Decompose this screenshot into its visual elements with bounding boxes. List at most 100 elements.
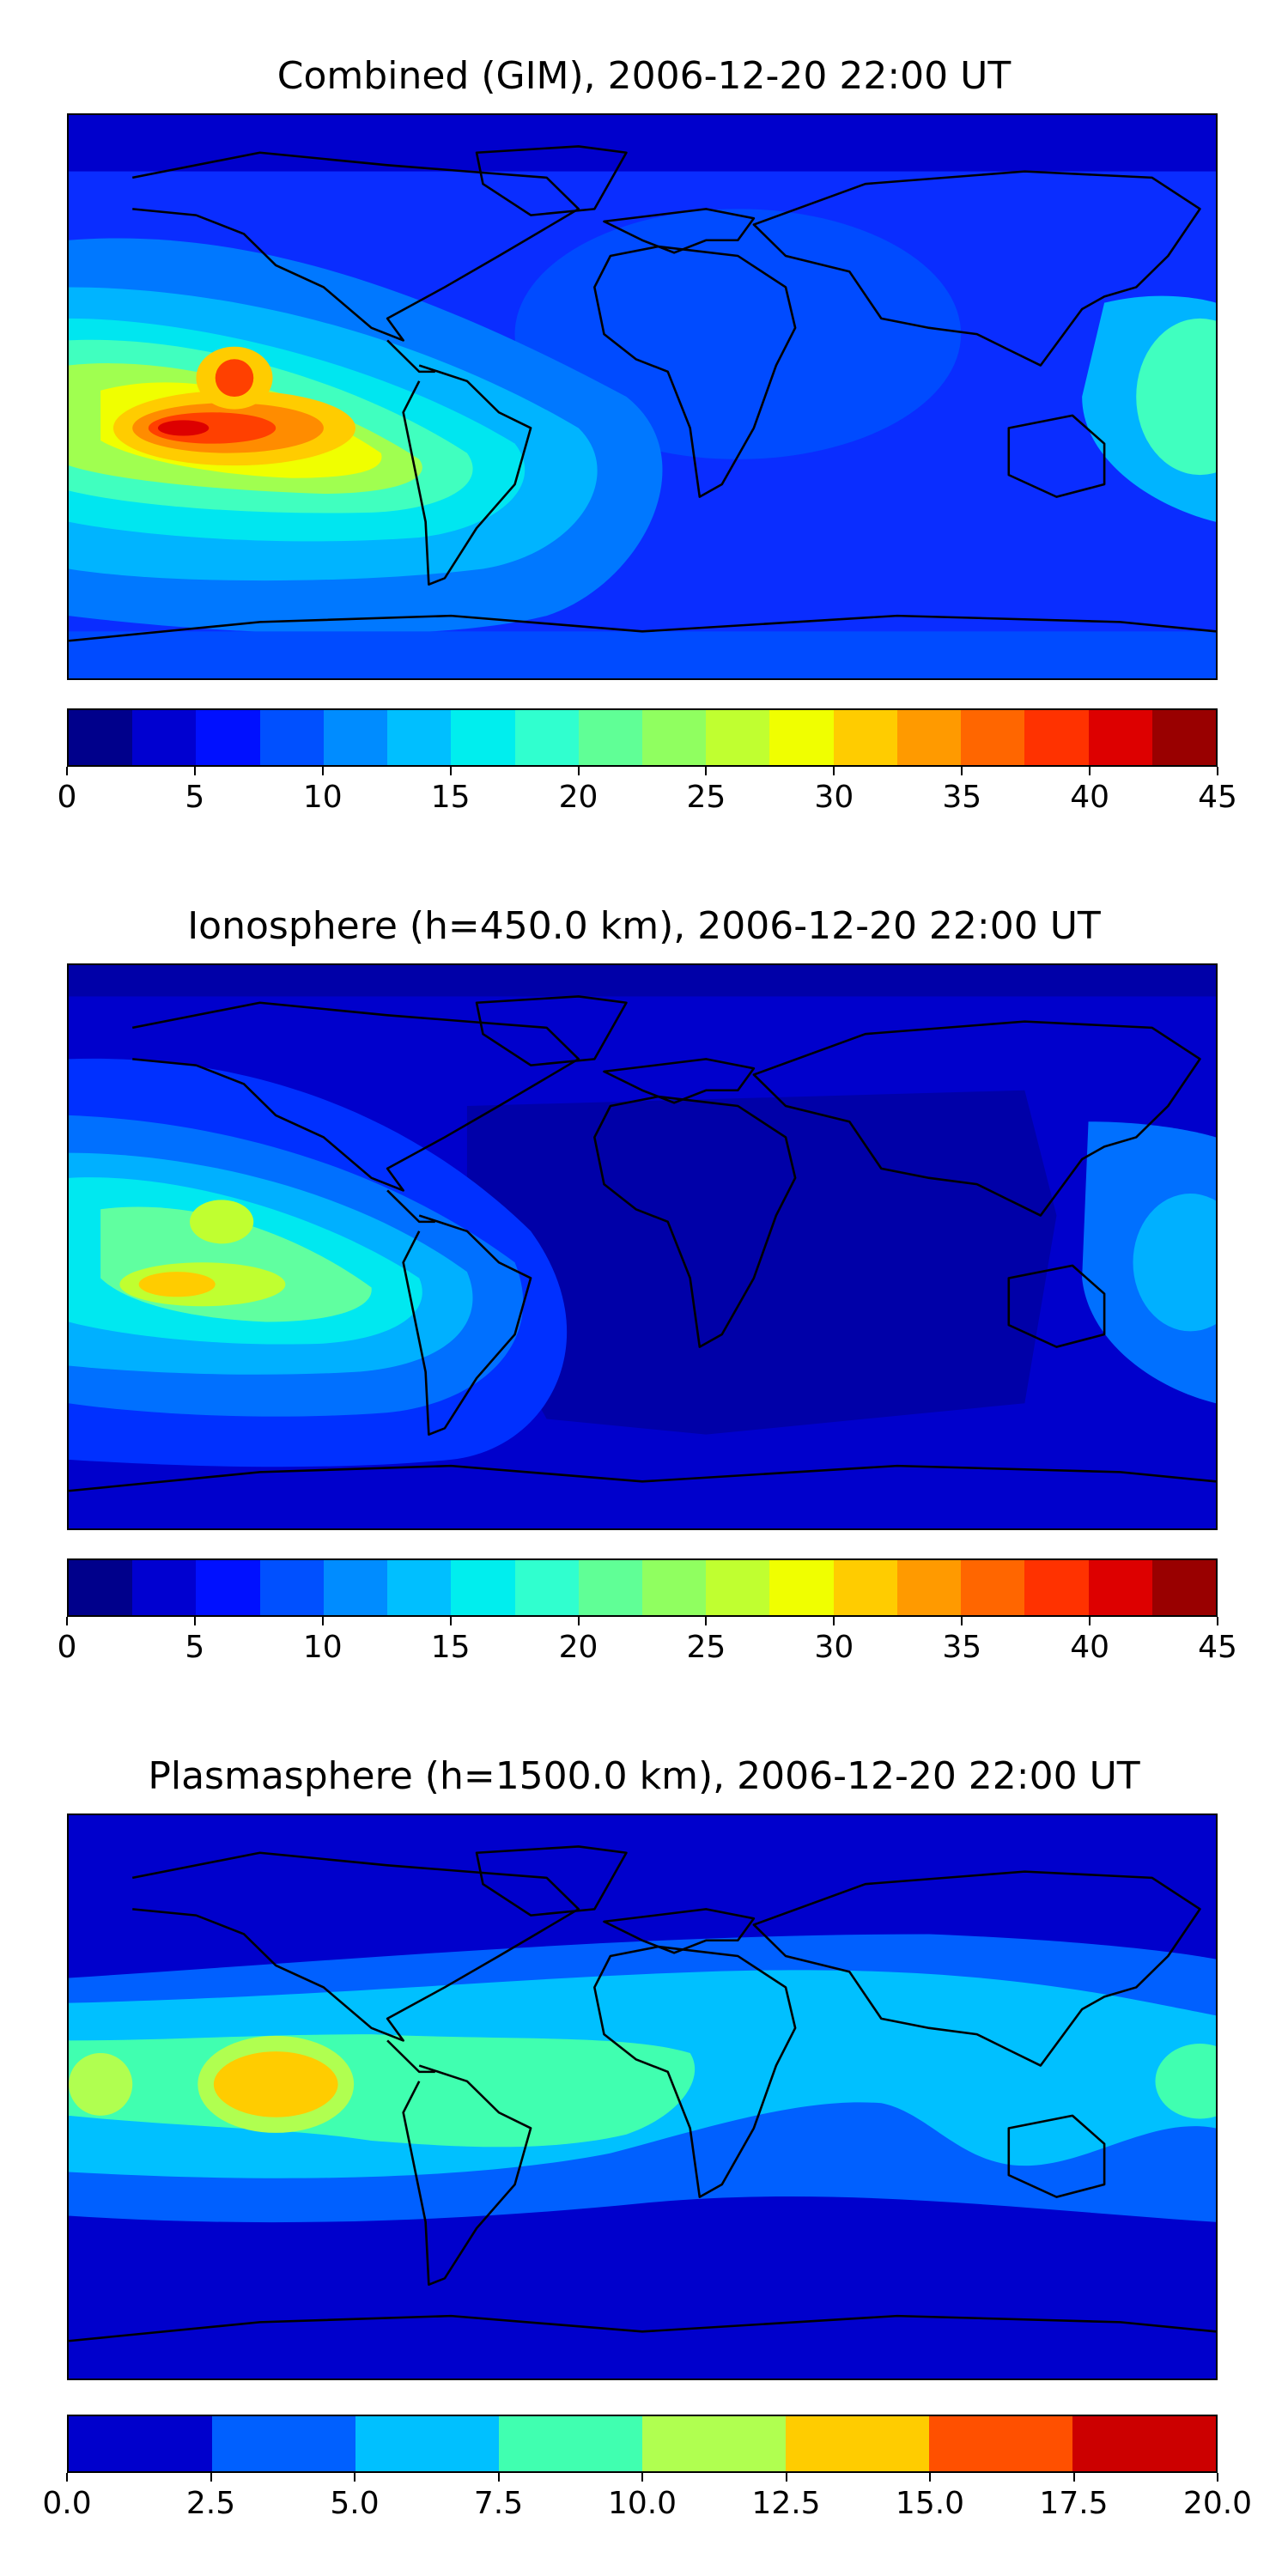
- colorbar-tick-mark: [1072, 2473, 1075, 2482]
- colorbar-ticks-ionosphere: 0 5 10 15 20 25 30 35 40 45: [58, 1617, 1237, 1668]
- colorbar-tick-mark: [705, 767, 708, 775]
- colorbar-segment: [259, 710, 324, 765]
- colorbar-tick-mark: [193, 767, 196, 775]
- colorbar-tick-label: 40: [1070, 1630, 1110, 1665]
- colorbar-segment: [896, 710, 962, 765]
- colorbar-tick-mark: [929, 2473, 931, 2482]
- map-combined-tec: [67, 113, 1218, 680]
- colorbar-tick-label: 40: [1070, 780, 1110, 815]
- colorbar-tick-mark: [1217, 2473, 1218, 2482]
- colorbar-tick-label: 25: [686, 1630, 726, 1665]
- colorbar-tick-label: 7.5: [473, 2486, 524, 2521]
- colorbar-tick-mark: [1089, 767, 1091, 775]
- colorbar-tick-mark: [1089, 1617, 1091, 1625]
- colorbar-tick-mark: [193, 1617, 196, 1625]
- colorbar-segment: [641, 710, 707, 765]
- colorbar-segment: [196, 1560, 260, 1615]
- colorbar-segment: [323, 1560, 388, 1615]
- colorbar-tick-label: 35: [942, 1630, 982, 1665]
- map-title-plasmasphere: Plasmasphere (h=1500.0 km), 2006-12-20 2…: [148, 1754, 1140, 1798]
- map-title-combined: Combined (GIM), 2006-12-20 22:00 UT: [276, 54, 1012, 98]
- colorbar-tick-mark: [66, 2473, 68, 2482]
- colorbar-ticks-plasmasphere: 0.0 2.5 5.0 7.5 10.0 12.5 15.0 17.5 20.0: [42, 2473, 1252, 2524]
- colorbar-tick-mark: [1217, 1617, 1218, 1625]
- map-ionosphere-tec: [67, 963, 1218, 1530]
- colorbar-segment: [69, 710, 133, 765]
- coastline-layer-ionosphere: [69, 995, 1216, 1492]
- colorbar-segment: [69, 1560, 133, 1615]
- colorbar-tick-mark: [321, 1617, 324, 1625]
- colorbar-segment: [769, 1560, 834, 1615]
- colorbar-segment: [1151, 710, 1216, 765]
- colorbar-tick-mark: [833, 1617, 835, 1625]
- colorbar-tick-mark: [641, 2473, 643, 2482]
- colorbar-tick-mark: [577, 1617, 580, 1625]
- colorbar-segment: [1072, 2416, 1216, 2471]
- colorbar-segment: [706, 710, 770, 765]
- colorbar-segment: [929, 2416, 1072, 2471]
- colorbar-tick-label: 17.5: [1039, 2486, 1109, 2521]
- coastline-layer-combined: [69, 145, 1216, 642]
- colorbar-segment: [451, 710, 515, 765]
- colorbar-tick-label: 5: [185, 780, 205, 815]
- colorbar-segment: [132, 710, 197, 765]
- colorbar-tick-mark: [449, 767, 452, 775]
- colorbar-tick-label: 2.5: [185, 2486, 236, 2521]
- map-plasmasphere-tec: [67, 1814, 1218, 2380]
- colorbar-tick-label: 0: [57, 1630, 77, 1665]
- colorbar-combined: [67, 708, 1218, 767]
- colorbar-tick-label: 10: [302, 780, 343, 815]
- colorbar-segment: [1151, 1560, 1216, 1615]
- colorbar-segment: [196, 710, 260, 765]
- coastline-layer-plasmasphere: [69, 1845, 1216, 2342]
- colorbar-tick-label: 20: [558, 780, 598, 815]
- colorbar-tick-label: 10: [302, 1630, 343, 1665]
- map-title-ionosphere: Ionosphere (h=450.0 km), 2006-12-20 22:0…: [187, 904, 1101, 948]
- colorbar-tick-label: 35: [942, 780, 982, 815]
- colorbar-tick-label: 10.0: [607, 2486, 677, 2521]
- colorbar-segment: [355, 2416, 499, 2471]
- colorbar-segment: [961, 710, 1025, 765]
- colorbar-segment: [833, 710, 897, 765]
- colorbar-segment: [387, 710, 452, 765]
- colorbar-tick-label: 45: [1198, 780, 1237, 815]
- colorbar-tick-label: 15: [430, 1630, 471, 1665]
- colorbar-segment: [69, 2416, 212, 2471]
- colorbar-segment: [1088, 710, 1152, 765]
- colorbar-tick-mark: [66, 767, 68, 775]
- colorbar-segment: [578, 710, 642, 765]
- colorbar-tick-label: 0: [57, 780, 77, 815]
- colorbar-tick-label: 0.0: [42, 2486, 92, 2521]
- colorbar-segment: [833, 1560, 897, 1615]
- colorbar-segment: [769, 710, 834, 765]
- colorbar-tick-mark: [785, 2473, 787, 2482]
- colorbar-tick-label: 15: [430, 780, 471, 815]
- colorbar-segment: [451, 1560, 515, 1615]
- colorbar-tick-mark: [210, 2473, 212, 2482]
- colorbar-segment: [642, 2416, 786, 2471]
- colorbar-tick-mark: [705, 1617, 708, 1625]
- colorbar-tick-label: 12.5: [751, 2486, 821, 2521]
- colorbar-tick-label: 15.0: [895, 2486, 965, 2521]
- colorbar-segment: [514, 710, 579, 765]
- tec-field-plasmasphere: [69, 1815, 1216, 2379]
- colorbar-ticks-combined: 0 5 10 15 20 25 30 35 40 45: [58, 767, 1237, 818]
- colorbar-tick-mark: [833, 767, 835, 775]
- colorbar-tick-label: 5.0: [330, 2486, 380, 2521]
- colorbar-tick-label: 5: [185, 1630, 205, 1665]
- colorbar-tick-mark: [961, 767, 963, 775]
- colorbar-segment: [578, 1560, 642, 1615]
- tec-field-combined: [69, 115, 1216, 678]
- colorbar-segment: [387, 1560, 452, 1615]
- colorbar-segment: [1024, 710, 1089, 765]
- colorbar-segment: [259, 1560, 324, 1615]
- colorbar-segment: [323, 710, 388, 765]
- colorbar-tick-mark: [354, 2473, 355, 2482]
- colorbar-segment: [786, 2416, 929, 2471]
- colorbar-tick-label: 30: [814, 1630, 854, 1665]
- colorbar-segment: [499, 2416, 642, 2471]
- colorbar-tick-mark: [577, 767, 580, 775]
- colorbar-segment: [1088, 1560, 1152, 1615]
- colorbar-tick-mark: [1217, 767, 1218, 775]
- colorbar-segment: [1024, 1560, 1089, 1615]
